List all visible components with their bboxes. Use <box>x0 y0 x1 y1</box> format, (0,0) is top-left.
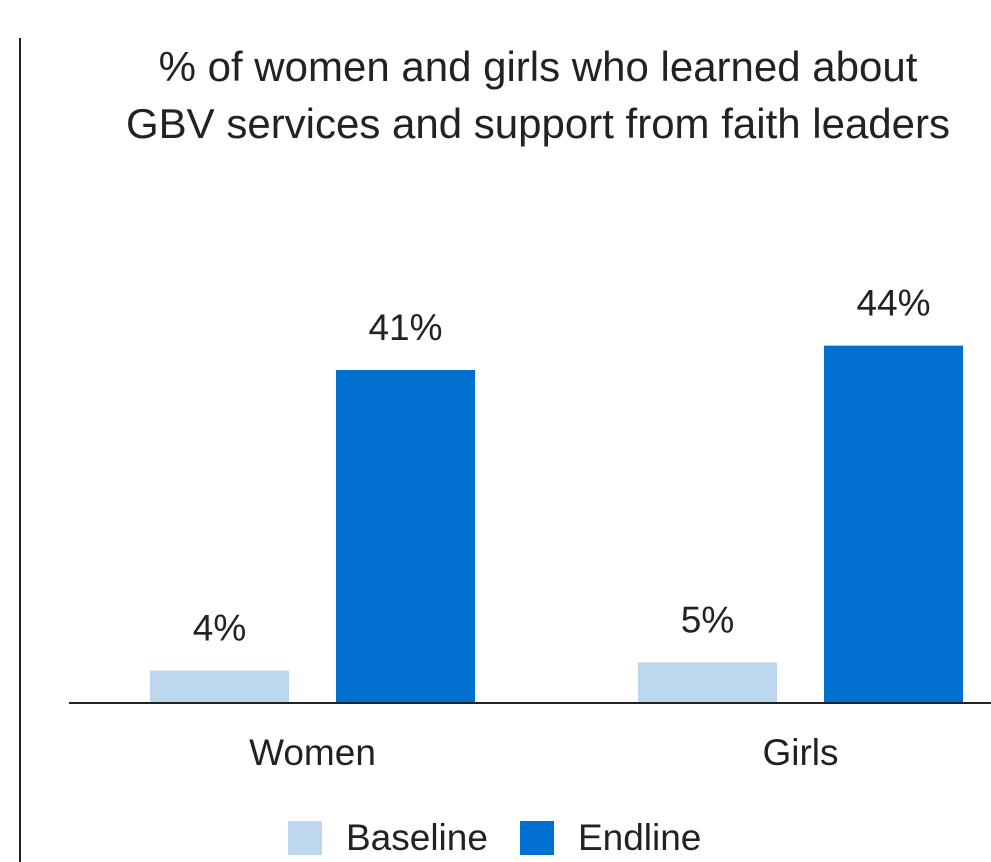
legend-swatch-endline <box>519 821 554 855</box>
legend-item-baseline: Baseline <box>288 817 488 859</box>
value-label-endline-girls: 44% <box>856 283 930 324</box>
value-labels-group: 4% 41% 5% 44% <box>193 283 931 649</box>
legend-label-endline: Endline <box>577 817 702 858</box>
category-label-girls: Girls <box>762 732 838 773</box>
legend-swatch-baseline <box>288 821 322 855</box>
left-border-rule <box>19 38 21 862</box>
chart-title: % of women and girls who learned about G… <box>125 43 951 147</box>
bar-endline-women <box>336 370 475 703</box>
legend: Baseline Endline <box>288 816 701 860</box>
value-label-endline-women: 41% <box>368 307 442 348</box>
value-label-baseline-women: 4% <box>193 608 246 649</box>
bar-baseline-girls <box>638 662 777 703</box>
legend-item-endline: Endline <box>519 817 702 859</box>
bars-group <box>150 345 963 703</box>
category-labels-group: Women Girls <box>249 732 838 773</box>
bar-endline-girls <box>824 345 963 703</box>
bar-baseline-women <box>150 670 289 703</box>
value-label-baseline-girls: 5% <box>681 599 734 640</box>
category-label-women: Women <box>249 732 376 773</box>
legend-label-baseline: Baseline <box>346 817 488 858</box>
